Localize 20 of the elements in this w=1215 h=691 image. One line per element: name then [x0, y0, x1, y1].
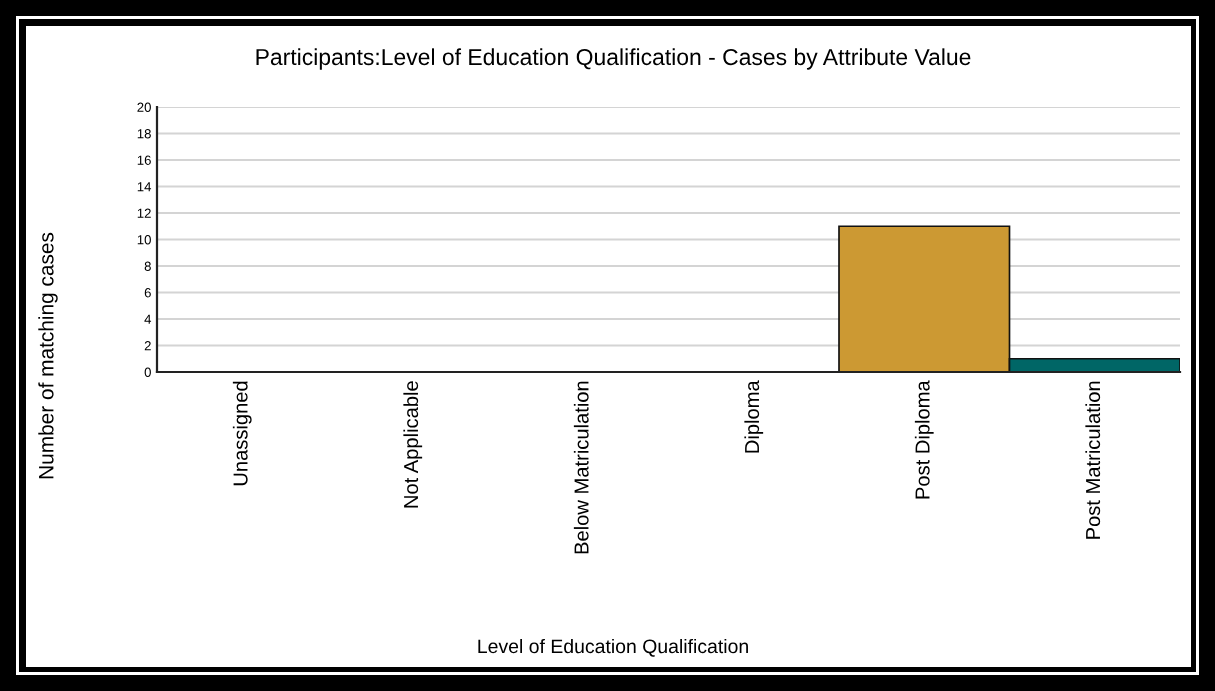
y-tick-label: 6: [144, 288, 151, 298]
x-axis-title: Level of Education Qualification: [478, 638, 748, 657]
y-axis-title: Number of matching cases: [38, 232, 58, 479]
y-tick-label: 4: [144, 314, 152, 324]
y-tick-label: 20: [137, 102, 151, 112]
chart-title: Participants:Level of Education Qualification - Cases by Attribute Value: [256, 48, 971, 70]
y-tick-label: 18: [137, 129, 151, 139]
y-tick-label: 2: [144, 341, 151, 351]
y-tick-label: 14: [137, 182, 152, 192]
x-tick-label: Not Applicable: [403, 381, 423, 508]
x-tick-label: Post Matriculation: [1085, 381, 1101, 539]
y-tick-label: 8: [144, 261, 151, 271]
x-tick-label: Diploma: [744, 380, 764, 453]
y-tick-label: 16: [137, 155, 151, 165]
x-tick-label: Unassigned: [232, 381, 252, 486]
x-tick-label: Post Diploma: [914, 380, 934, 499]
x-tick-label: Below Matriculation: [573, 381, 589, 554]
y-tick-label: 10: [137, 235, 151, 245]
y-tick-label: 12: [137, 208, 151, 218]
y-tick-label: 0: [144, 367, 151, 377]
